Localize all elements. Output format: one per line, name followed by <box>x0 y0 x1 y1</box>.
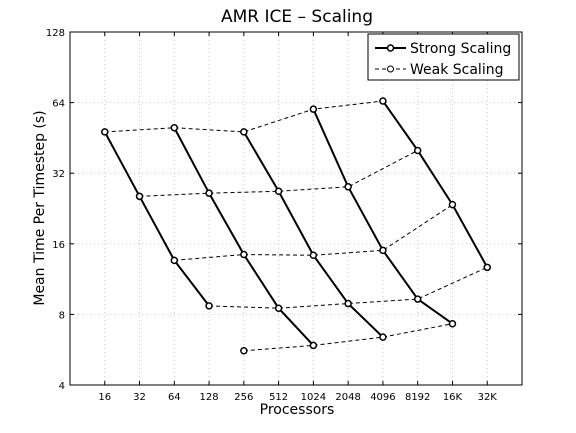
data-point-marker <box>274 187 283 196</box>
weak-scaling-line <box>209 266 488 309</box>
legend-strong-marker <box>386 44 395 52</box>
data-markers <box>101 97 491 355</box>
data-point-marker <box>205 302 213 310</box>
data-point-marker <box>170 123 179 132</box>
y-tick-label: 16 <box>52 240 65 251</box>
x-tick-labels: 16 32 64 128 256 512 1024 2048 4096 8192 16K 32K <box>98 392 497 403</box>
legend-weak-label: Weak Scaling <box>410 62 503 78</box>
x-tick-label: 128 <box>200 392 219 403</box>
x-tick-label: 2048 <box>335 392 360 403</box>
axis-ticks <box>70 31 522 386</box>
data-point-marker <box>205 189 213 197</box>
data-point-marker <box>344 183 352 191</box>
y-tick-label: 128 <box>46 28 65 39</box>
data-point-marker <box>448 200 457 209</box>
legend-weak-marker <box>387 65 394 73</box>
x-tick-label: 8192 <box>405 392 430 403</box>
data-point-marker <box>240 346 248 355</box>
y-tick-label: 32 <box>52 169 65 180</box>
weak-scaling-lines <box>104 100 488 352</box>
data-point-marker <box>170 256 179 265</box>
legend: Strong Scaling Weak Scaling <box>367 33 520 81</box>
x-tick-label: 64 <box>168 392 181 403</box>
x-tick-label: 1024 <box>301 392 326 403</box>
x-tick-label: 4096 <box>370 392 395 403</box>
y-tick-label: 4 <box>59 381 65 392</box>
x-tick-label: 256 <box>234 392 253 403</box>
x-axis-label: Processors <box>260 402 335 418</box>
y-tick-labels: 4 8 16 32 64 128 <box>46 28 65 392</box>
x-tick-label: 32 <box>133 392 146 403</box>
chart-title: AMR ICE – Scaling <box>221 7 373 27</box>
data-point-marker <box>101 128 109 136</box>
x-tick-label: 16 <box>98 392 111 403</box>
data-point-marker <box>413 295 422 303</box>
strong-scaling-line <box>103 131 210 307</box>
data-point-marker <box>448 319 457 328</box>
data-point-marker <box>240 128 248 136</box>
data-point-marker <box>309 251 318 259</box>
data-point-marker <box>240 250 248 259</box>
weak-scaling-line <box>243 323 453 352</box>
data-point-marker <box>135 192 144 201</box>
data-point-marker <box>379 246 387 255</box>
data-point-marker <box>483 263 491 272</box>
data-point-marker <box>309 105 318 113</box>
data-point-marker <box>274 304 283 312</box>
x-tick-label: 512 <box>269 392 288 403</box>
y-tick-label: 64 <box>52 99 65 110</box>
x-tick-label: 32K <box>478 392 498 403</box>
y-tick-label: 8 <box>59 310 65 321</box>
plot-frame <box>69 31 523 386</box>
legend-box <box>367 33 520 81</box>
data-point-marker <box>379 333 387 341</box>
strong-scaling-line <box>382 100 489 268</box>
data-point-marker <box>344 299 352 308</box>
data-point-marker <box>413 146 422 155</box>
data-point-marker <box>379 97 387 105</box>
data-point-marker <box>309 341 318 350</box>
x-tick-label: 16K <box>443 392 463 403</box>
y-axis-label: Mean Time Per Timestep (s) <box>32 110 48 305</box>
legend-strong-label: Strong Scaling <box>410 41 511 57</box>
